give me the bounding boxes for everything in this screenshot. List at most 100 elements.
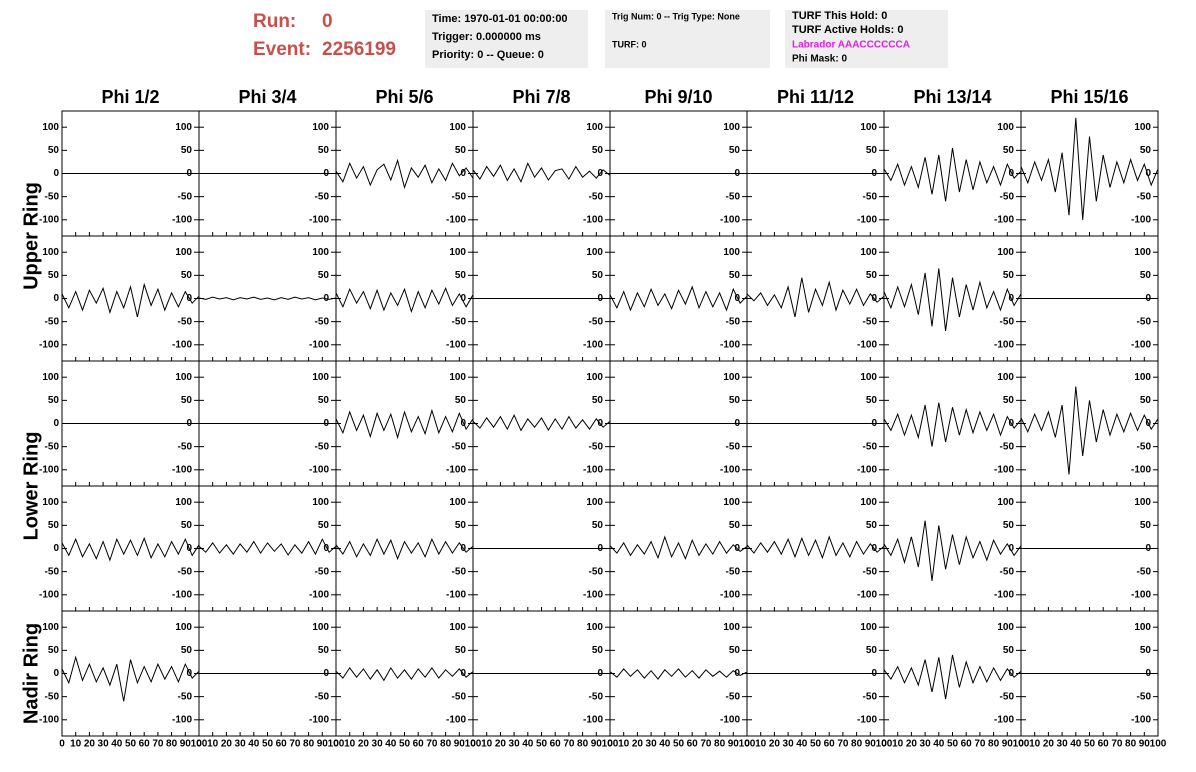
- y-tick-label: -50: [863, 191, 878, 202]
- y-tick-label: -50: [45, 691, 60, 702]
- y-tick-label: -50: [315, 441, 330, 452]
- y-tick-label: 100: [997, 497, 1014, 508]
- y-tick-label: 50: [318, 645, 330, 656]
- y-tick-label: 100: [723, 122, 740, 133]
- y-tick-label: 100: [42, 372, 59, 383]
- y-tick-label: -50: [178, 316, 193, 327]
- waveform: [335, 537, 474, 561]
- x-tick-label: 10: [755, 739, 767, 750]
- x-tick-label: 50: [399, 739, 411, 750]
- y-tick-label: -100: [857, 714, 877, 725]
- y-tick-label: -50: [1137, 316, 1152, 327]
- x-tick-label: 80: [851, 739, 863, 750]
- x-tick-label: 80: [303, 739, 315, 750]
- y-tick-label: -100: [172, 214, 192, 225]
- y-tick-label: 50: [866, 270, 878, 281]
- waveform: [61, 655, 200, 702]
- y-tick-label: 100: [860, 247, 877, 258]
- y-tick-label: -50: [1137, 566, 1152, 577]
- y-tick-label: -50: [178, 191, 193, 202]
- x-tick-label: 0: [881, 739, 887, 750]
- run-value: 0: [322, 11, 333, 32]
- y-tick-label: -50: [863, 691, 878, 702]
- column-label: Phi 1/2: [101, 87, 159, 107]
- y-tick-label: 100: [1134, 372, 1151, 383]
- y-tick-label: -100: [583, 214, 603, 225]
- y-tick-label: -100: [857, 214, 877, 225]
- x-tick-label: 100: [602, 739, 619, 750]
- y-tick-label: -50: [726, 566, 741, 577]
- y-tick-label: 50: [48, 520, 60, 531]
- ring-label: Nadir Ring: [20, 623, 42, 724]
- x-tick-label: 0: [607, 739, 613, 750]
- x-tick-label: 70: [700, 739, 712, 750]
- panel: [61, 485, 200, 612]
- y-tick-label: -50: [1000, 566, 1015, 577]
- y-tick-label: -50: [863, 566, 878, 577]
- y-tick-label: -100: [720, 339, 740, 350]
- x-tick-label: 80: [988, 739, 1000, 750]
- y-tick-label: 50: [1140, 395, 1152, 406]
- y-tick-label: 100: [723, 497, 740, 508]
- x-tick-label: 50: [125, 739, 137, 750]
- waveform: [609, 668, 748, 680]
- waveform: [883, 654, 1022, 700]
- waveform: [335, 666, 474, 682]
- y-tick-label: -100: [1131, 339, 1151, 350]
- panel: [883, 485, 1022, 612]
- x-tick-label: 20: [84, 739, 96, 750]
- y-tick-label: -50: [726, 191, 741, 202]
- info-text: Trigger: 0.000000 ms: [432, 31, 541, 43]
- y-tick-label: 50: [318, 520, 330, 531]
- y-tick-label: 50: [729, 145, 741, 156]
- y-tick-label: -100: [172, 464, 192, 475]
- y-tick-label: -50: [589, 441, 604, 452]
- y-tick-label: 100: [449, 247, 466, 258]
- x-tick-label: 60: [550, 739, 562, 750]
- y-tick-label: -100: [309, 339, 329, 350]
- x-tick-label: 50: [536, 739, 548, 750]
- x-tick-label: 80: [166, 739, 178, 750]
- y-tick-label: 100: [723, 622, 740, 633]
- event-label: Event:: [253, 39, 311, 60]
- x-tick-label: 30: [98, 739, 110, 750]
- y-tick-label: -50: [178, 441, 193, 452]
- y-tick-label: -50: [726, 316, 741, 327]
- y-tick-label: 50: [455, 145, 467, 156]
- y-tick-label: 50: [48, 395, 60, 406]
- waveform: [883, 520, 1022, 581]
- y-tick-label: 100: [312, 497, 329, 508]
- y-tick-label: -50: [589, 191, 604, 202]
- info-box: [425, 10, 588, 68]
- y-tick-label: -100: [309, 589, 329, 600]
- y-tick-label: 100: [449, 122, 466, 133]
- y-tick-label: 50: [318, 270, 330, 281]
- y-tick-label: -100: [446, 214, 466, 225]
- y-tick-label: 100: [175, 122, 192, 133]
- y-tick-label: -50: [315, 566, 330, 577]
- waveform: [61, 282, 200, 318]
- y-tick-label: 100: [997, 247, 1014, 258]
- x-tick-label: 40: [522, 739, 534, 750]
- waveform: [61, 536, 200, 562]
- x-tick-label: 0: [744, 739, 750, 750]
- y-tick-label: -100: [994, 464, 1014, 475]
- y-tick-label: -100: [309, 464, 329, 475]
- y-tick-label: 100: [175, 497, 192, 508]
- y-tick-label: 50: [1003, 395, 1015, 406]
- y-tick-label: 50: [866, 520, 878, 531]
- y-tick-label: -50: [452, 566, 467, 577]
- x-tick-label: 10: [618, 739, 630, 750]
- y-tick-label: 50: [318, 395, 330, 406]
- y-tick-label: 100: [860, 372, 877, 383]
- y-tick-label: 100: [1134, 247, 1151, 258]
- x-tick-label: 10: [344, 739, 356, 750]
- waveform: [883, 268, 1022, 331]
- y-tick-label: -100: [1131, 714, 1151, 725]
- y-tick-label: 100: [449, 372, 466, 383]
- x-tick-label: 100: [739, 739, 756, 750]
- x-tick-label: 30: [920, 739, 932, 750]
- y-tick-label: -100: [1131, 589, 1151, 600]
- column-label: Phi 3/4: [238, 87, 296, 107]
- panel: [883, 360, 1022, 487]
